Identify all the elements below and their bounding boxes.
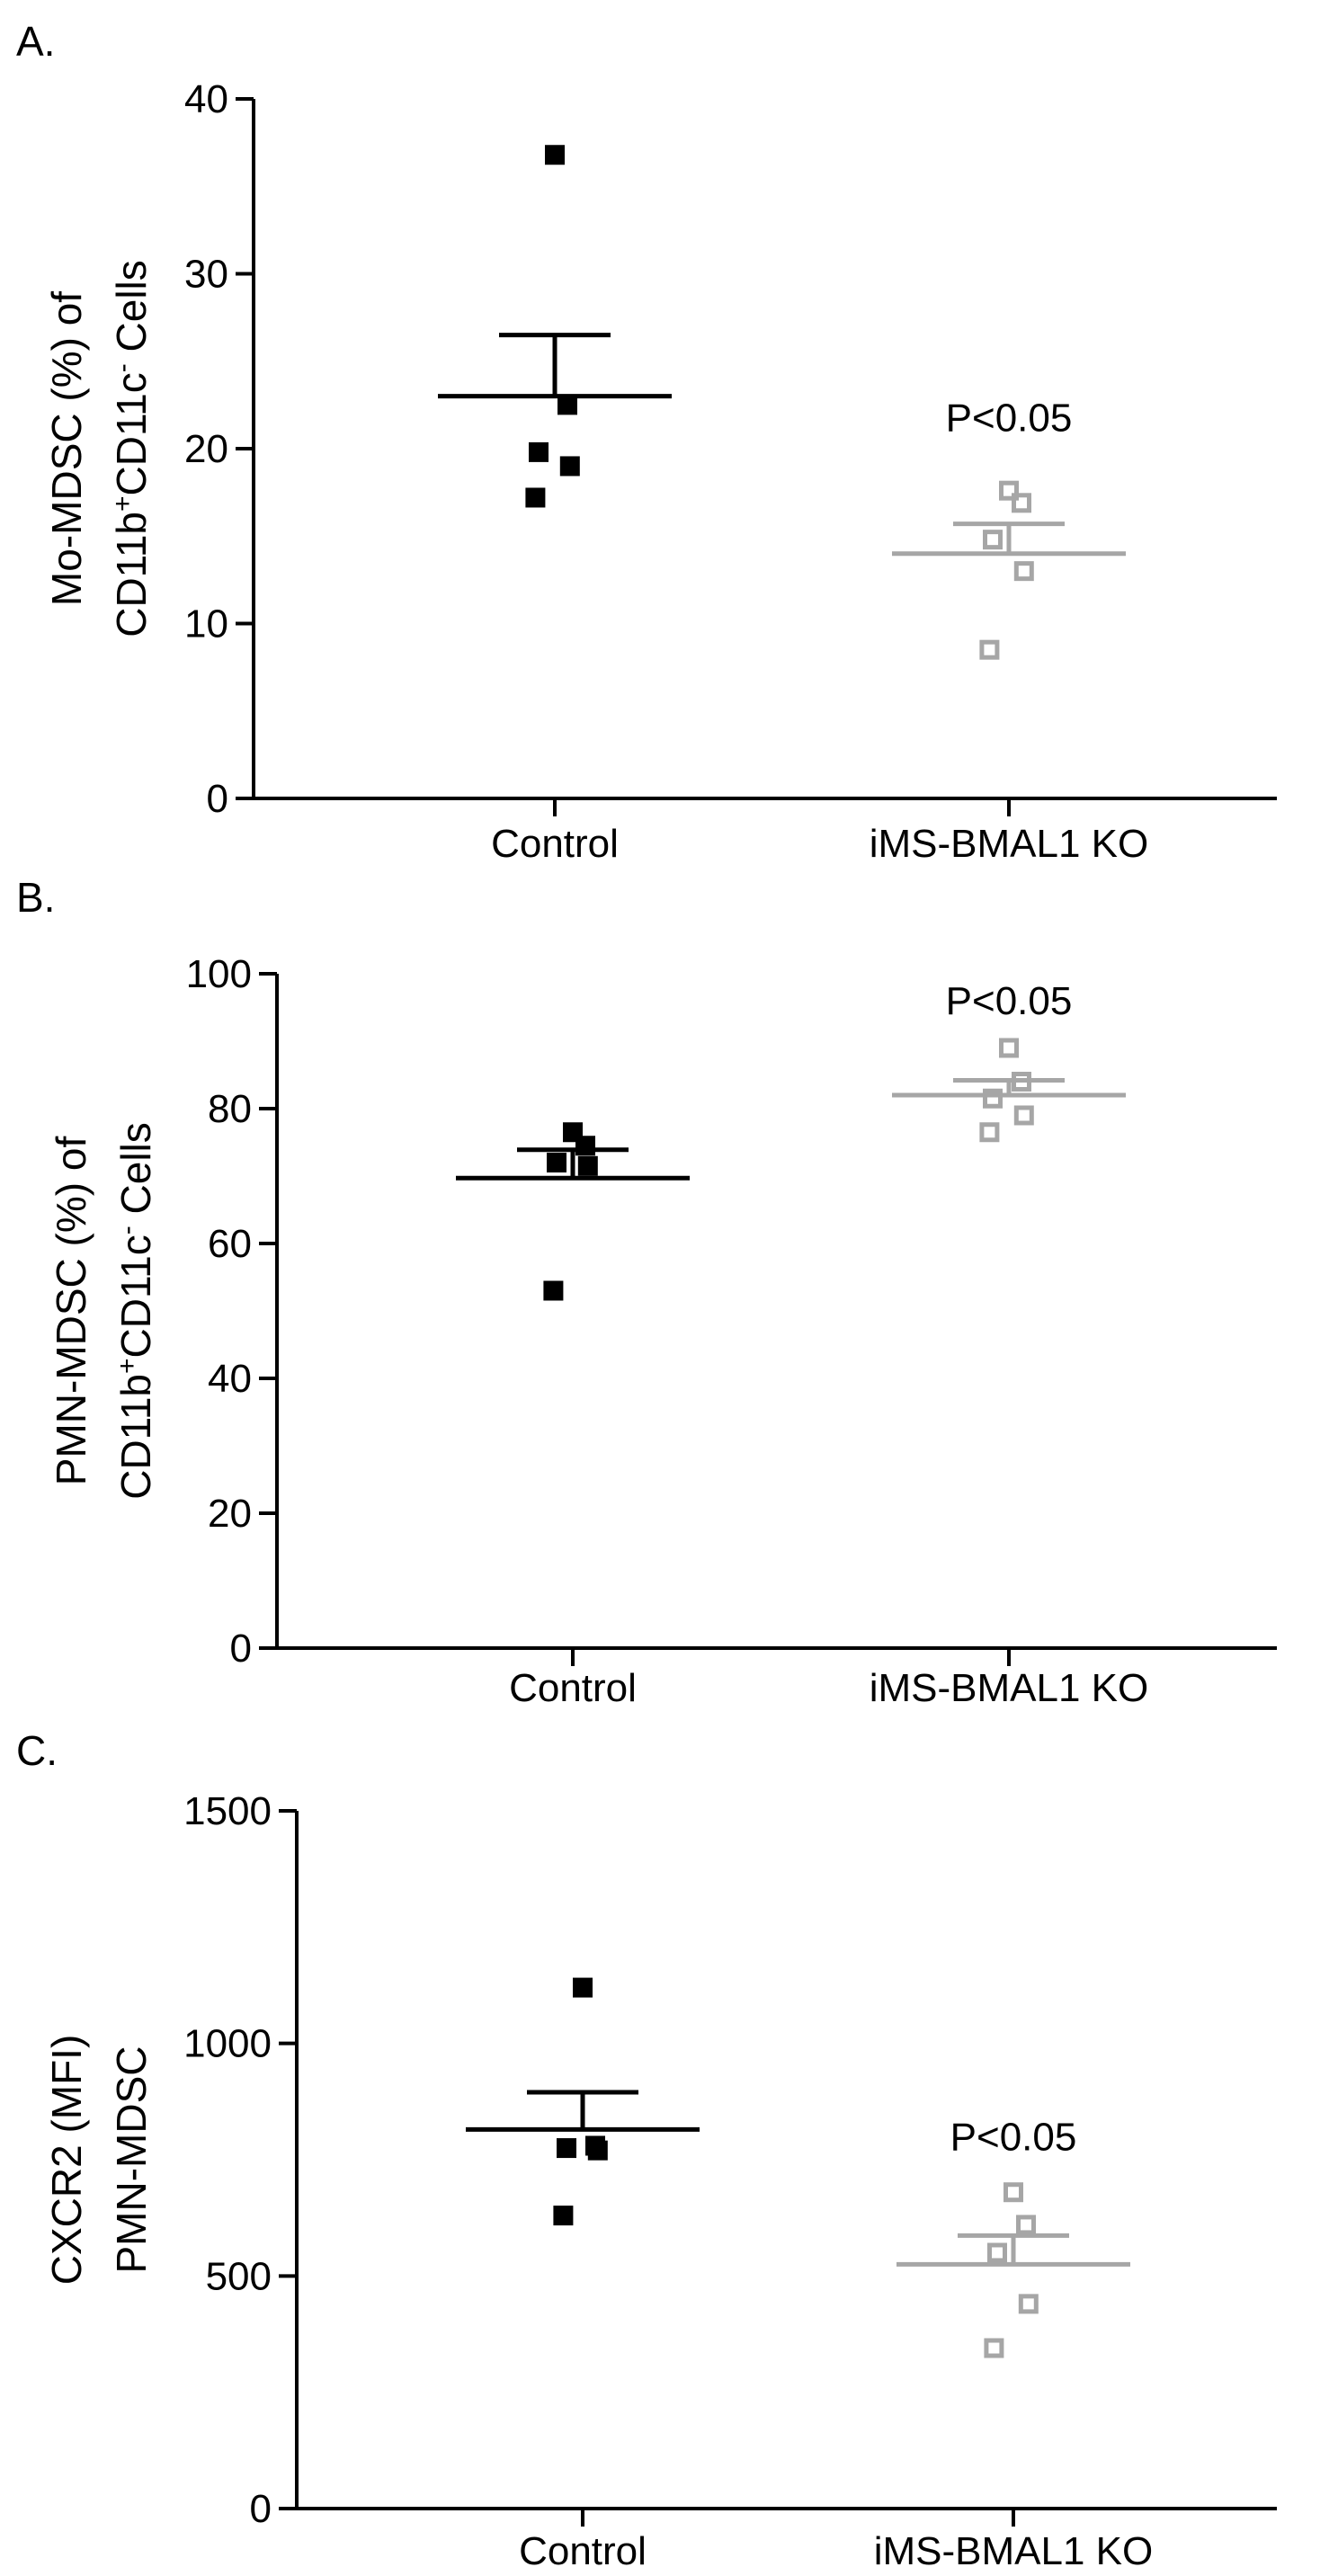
panel-c-data-point [1004, 2182, 1023, 2203]
panel-b-y-tick-label: 0 [230, 1627, 252, 1671]
panel-c-x-tick-label: iMS-BMAL1 KO [874, 2529, 1154, 2573]
panel-b-data-point [547, 1153, 566, 1172]
panel-a: A. 0 10 20 30 40 Control iMS-BMAL1 KO Mo-MDSC (%… [16, 18, 1277, 866]
panel-b: B. 0 20 40 60 80 100 Control iMS-BMAL1 KO PMN-MDS… [16, 874, 1277, 1710]
panel-a-ylabel-part: Cells [108, 260, 155, 363]
panel-a-y-tick-label: 20 [184, 427, 228, 471]
panel-a-data-point [979, 639, 1000, 660]
panel-a-data-point [1013, 561, 1034, 582]
panel-c-data-point [587, 2140, 608, 2161]
panel-c-label: C. [16, 1727, 58, 1774]
panel-a-data-point [529, 441, 549, 462]
panel-a-y-tick-label: 30 [184, 253, 228, 297]
panel-c-series-ko [896, 2182, 1130, 2358]
panel-a-data-point [558, 395, 577, 415]
panel-c-y-tick-label: 1500 [183, 1789, 272, 1833]
panel-b-data-point [543, 1280, 564, 1301]
panel-c-y-tick-label: 1000 [183, 2022, 272, 2066]
panel-c-x-tick-label: Control [519, 2529, 647, 2573]
panel-b-ylabel-part: CD11b [112, 1374, 159, 1500]
panel-c-y-tick-label: 0 [250, 2487, 272, 2531]
panel-b-ylabel-superscript: + [112, 1358, 142, 1374]
panel-c-ylabel-line2: PMN-MDSC [108, 2046, 155, 2274]
panel-b-data-point [1013, 1105, 1034, 1126]
panel-b-ylabel-superscript: - [112, 1226, 142, 1235]
panel-a-series-control [438, 145, 672, 508]
panel-a-x-tick-label: Control [491, 822, 619, 866]
panel-c-y-tick-label: 500 [206, 2254, 272, 2298]
panel-a-series-ko [892, 480, 1126, 660]
panel-b-x-tick-label: iMS-BMAL1 KO [870, 1666, 1149, 1710]
panel-b-y-tick-label: 40 [208, 1357, 252, 1401]
panel-a-ylabel-part: CD11b [108, 512, 155, 637]
panel-c-ylabel-line1: CXCR2 (MFI) [43, 2035, 90, 2286]
panel-a-ylabel-line1: Mo-MDSC (%) of [43, 291, 90, 606]
panel-a-label: A. [16, 18, 55, 65]
panel-a-significance-label: P<0.05 [946, 397, 1073, 441]
panel-c: C. 0 500 1000 1500 Control iMS-BMAL1 KO CXCR2 (… [16, 1727, 1277, 2573]
panel-a-y-tick-label: 0 [207, 777, 228, 821]
panel-b-y-tick-label: 60 [208, 1222, 252, 1266]
panel-b-ylabel-line1: PMN-MDSC (%) of [48, 1136, 94, 1486]
panel-b-significance-label: P<0.05 [946, 979, 1073, 1023]
panel-c-data-point [553, 2206, 574, 2226]
panel-b-series-control [456, 1122, 690, 1301]
panel-c-series-control [466, 1977, 700, 2226]
panel-a-ylabel-part: CD11c [108, 372, 155, 495]
panel-a-x-tick-label: iMS-BMAL1 KO [870, 822, 1149, 866]
panel-b-y-tick-label: 80 [208, 1087, 252, 1131]
panel-a-y-tick-label: 40 [184, 77, 228, 121]
panel-b-series-ko [892, 1038, 1126, 1143]
panel-b-ylabel-part: CD11c [112, 1235, 159, 1358]
panel-a-data-point [559, 456, 580, 477]
panel-c-data-point [984, 2338, 1004, 2358]
panel-b-y-tick-label: 100 [186, 952, 252, 996]
panel-b-x-tick-label: Control [509, 1666, 637, 1710]
panel-a-ylabel-superscript: + [108, 495, 138, 512]
panel-c-data-point [1018, 2294, 1039, 2314]
panel-b-label: B. [16, 874, 55, 921]
panel-c-data-point [987, 2242, 1007, 2263]
panel-b-data-point [999, 1038, 1019, 1058]
panel-c-data-point [573, 1977, 593, 1998]
panel-b-data-point [577, 1155, 598, 1176]
panel-b-data-point [1012, 1072, 1031, 1092]
panel-b-data-point [983, 1088, 1003, 1109]
panel-b-ylabel-line2: CD11b+CD11c- Cells [112, 1122, 160, 1500]
panel-a-ylabel-line2: CD11b+CD11c- Cells [108, 260, 156, 637]
panel-a-ylabel-superscript: - [108, 363, 138, 372]
panel-b-y-tick-label: 20 [208, 1492, 252, 1536]
panel-c-data-point [1016, 2215, 1036, 2235]
panel-a-data-point [525, 487, 546, 508]
panel-c-significance-label: P<0.05 [950, 2116, 1077, 2160]
panel-b-ylabel-part: Cells [112, 1122, 159, 1226]
panel-c-data-point [557, 2138, 576, 2159]
panel-b-data-point [979, 1122, 1000, 1143]
panel-a-data-point [1012, 493, 1031, 513]
panel-b-data-point [575, 1136, 595, 1156]
panel-a-data-point [999, 480, 1019, 501]
panel-a-data-point [983, 530, 1003, 550]
panel-a-y-tick-label: 10 [184, 602, 228, 646]
panel-a-data-point [545, 145, 565, 165]
